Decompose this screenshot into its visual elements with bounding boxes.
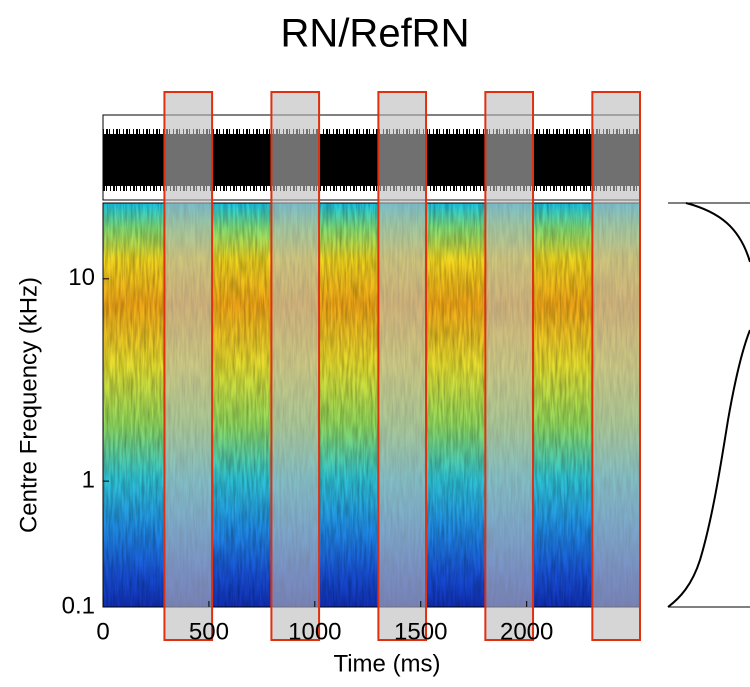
- highlight-box: [591, 91, 642, 641]
- x-tick-label: 1500: [394, 618, 447, 645]
- x-tick-label: 1000: [288, 618, 341, 645]
- y-tick-label: 0.1: [62, 592, 95, 619]
- highlight-box: [377, 91, 428, 641]
- x-tick-label: 500: [189, 618, 229, 645]
- highlight-box: [163, 91, 214, 641]
- excitation-profile: [667, 202, 750, 608]
- highlight-box: [484, 91, 535, 641]
- y-tick-label: 10: [68, 264, 95, 291]
- x-tick-label: 2000: [500, 618, 553, 645]
- highlight-box: [270, 91, 321, 641]
- x-axis-label: Time (ms): [333, 650, 440, 677]
- y-axis-label: Centre Frequency (kHz): [15, 277, 42, 533]
- chart-title: RN/RefRN: [281, 12, 470, 56]
- y-tick-label: 1: [82, 466, 95, 493]
- x-tick-label: 0: [96, 618, 109, 645]
